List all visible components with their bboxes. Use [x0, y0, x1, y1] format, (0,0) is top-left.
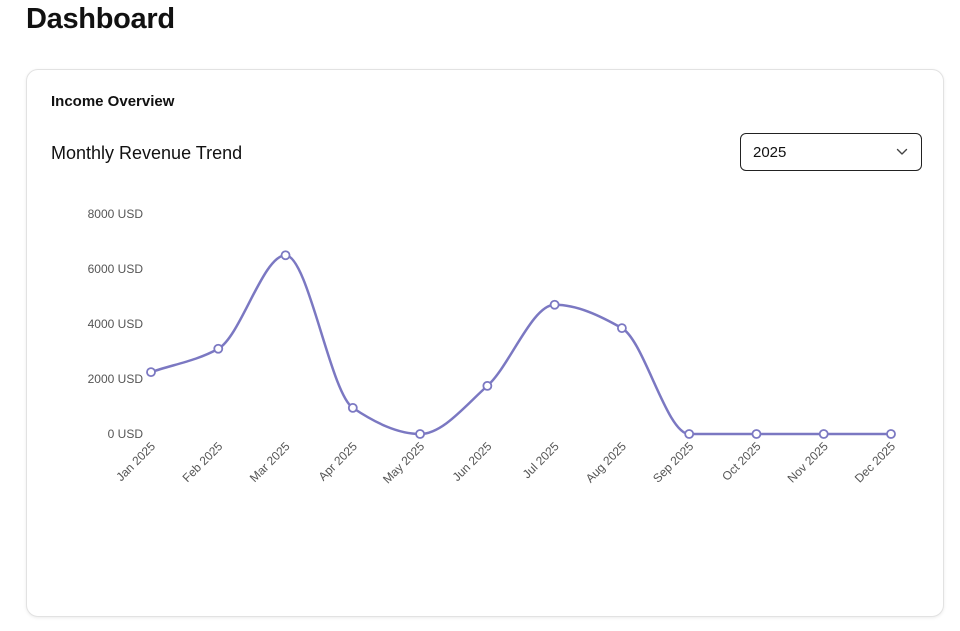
data-point[interactable]	[684, 429, 695, 439]
data-point[interactable]	[549, 299, 560, 310]
x-tick-label: Aug 2025	[583, 439, 629, 485]
x-tick-label: Jun 2025	[450, 439, 495, 484]
x-tick-label: Jan 2025	[113, 439, 158, 484]
data-point[interactable]	[617, 323, 627, 334]
year-select-value: 2025	[753, 143, 787, 161]
income-overview-card: Income Overview Monthly Revenue Trend 20…	[26, 69, 944, 617]
y-axis: 0 USD 2000 USD 4000 USD 6000 USD 8000 USD	[88, 207, 144, 441]
revenue-series-line	[150, 253, 891, 436]
data-points	[146, 250, 896, 439]
y-tick-label: 4000 USD	[88, 317, 144, 331]
data-point[interactable]	[213, 343, 224, 354]
x-tick-label: Dec 2025	[852, 439, 898, 485]
data-point[interactable]	[347, 402, 358, 413]
page-title: Dashboard	[26, 3, 175, 35]
year-select[interactable]: 2025	[740, 133, 922, 171]
data-point[interactable]	[886, 429, 896, 439]
x-tick-label: Sep 2025	[650, 439, 696, 485]
y-tick-label: 2000 USD	[88, 372, 144, 386]
x-tick-label: Feb 2025	[180, 439, 226, 485]
x-tick-label: Apr 2025	[316, 439, 361, 484]
x-tick-label: Nov 2025	[785, 439, 831, 485]
chart-title: Monthly Revenue Trend	[51, 143, 243, 163]
x-tick-label: May 2025	[380, 439, 427, 486]
x-tick-label: Mar 2025	[247, 439, 293, 485]
y-tick-label: 0 USD	[108, 427, 144, 441]
data-point[interactable]	[482, 380, 493, 391]
data-point[interactable]	[751, 429, 762, 439]
x-axis: Jan 2025 Feb 2025 Mar 2025 Apr 2025 May 2025…	[113, 439, 898, 486]
y-tick-label: 8000 USD	[88, 207, 144, 221]
data-point[interactable]	[280, 250, 291, 261]
x-tick-label: Oct 2025	[719, 439, 764, 484]
data-point[interactable]	[146, 367, 156, 378]
chevron-down-icon	[895, 145, 909, 159]
data-point[interactable]	[415, 429, 425, 439]
data-point[interactable]	[818, 429, 829, 439]
card-heading: Income Overview	[51, 93, 175, 110]
x-tick-label: Jul 2025	[520, 439, 562, 481]
y-tick-label: 6000 USD	[88, 262, 144, 276]
